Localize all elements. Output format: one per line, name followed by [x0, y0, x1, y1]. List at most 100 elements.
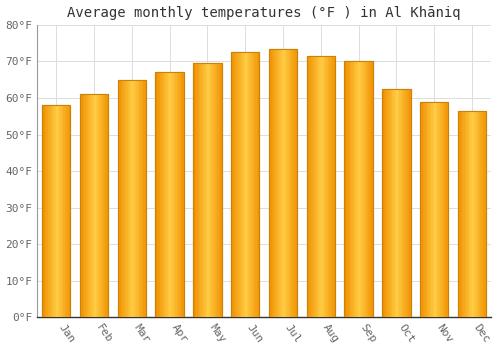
Bar — [306, 56, 335, 317]
Bar — [231, 52, 232, 317]
Bar — [382, 89, 384, 317]
Bar — [140, 80, 142, 317]
Bar — [238, 52, 240, 317]
Bar — [334, 56, 335, 317]
Bar — [406, 89, 407, 317]
Bar — [231, 52, 260, 317]
Bar — [92, 94, 94, 317]
Bar — [408, 89, 409, 317]
Bar — [219, 63, 220, 317]
Bar — [284, 49, 286, 317]
Bar — [318, 56, 320, 317]
Bar — [402, 89, 404, 317]
Bar — [314, 56, 315, 317]
Bar — [465, 111, 466, 317]
Bar — [82, 94, 83, 317]
Bar — [272, 49, 273, 317]
Bar — [164, 72, 166, 317]
Bar — [273, 49, 274, 317]
Bar — [55, 105, 56, 317]
Bar — [287, 49, 288, 317]
Bar — [395, 89, 396, 317]
Bar — [144, 80, 146, 317]
Bar — [484, 111, 486, 317]
Bar — [447, 102, 448, 317]
Bar — [468, 111, 469, 317]
Bar — [444, 102, 446, 317]
Bar — [294, 49, 296, 317]
Bar — [293, 49, 294, 317]
Bar — [346, 62, 347, 317]
Bar — [120, 80, 122, 317]
Bar — [296, 49, 297, 317]
Bar — [398, 89, 399, 317]
Bar — [362, 62, 363, 317]
Bar — [206, 63, 208, 317]
Bar — [274, 49, 276, 317]
Bar — [54, 105, 55, 317]
Bar — [56, 105, 58, 317]
Bar — [50, 105, 52, 317]
Bar — [269, 49, 270, 317]
Bar — [49, 105, 50, 317]
Bar — [212, 63, 213, 317]
Bar — [428, 102, 430, 317]
Bar — [310, 56, 311, 317]
Bar — [290, 49, 292, 317]
Bar — [162, 72, 164, 317]
Bar — [441, 102, 442, 317]
Bar — [370, 62, 372, 317]
Bar — [168, 72, 170, 317]
Bar — [80, 94, 108, 317]
Bar — [400, 89, 402, 317]
Bar — [476, 111, 478, 317]
Bar — [427, 102, 428, 317]
Bar — [385, 89, 386, 317]
Bar — [234, 52, 235, 317]
Bar — [246, 52, 248, 317]
Bar — [269, 49, 297, 317]
Bar — [167, 72, 168, 317]
Bar — [344, 62, 346, 317]
Bar — [286, 49, 287, 317]
Bar — [390, 89, 392, 317]
Bar — [86, 94, 87, 317]
Bar — [389, 89, 390, 317]
Bar — [278, 49, 280, 317]
Bar — [438, 102, 440, 317]
Bar — [353, 62, 354, 317]
Bar — [244, 52, 245, 317]
Bar — [292, 49, 293, 317]
Bar — [348, 62, 350, 317]
Bar — [118, 80, 119, 317]
Bar — [250, 52, 251, 317]
Bar — [136, 80, 138, 317]
Bar — [213, 63, 214, 317]
Bar — [90, 94, 92, 317]
Bar — [392, 89, 394, 317]
Bar — [458, 111, 459, 317]
Bar — [180, 72, 181, 317]
Bar — [280, 49, 281, 317]
Bar — [102, 94, 104, 317]
Bar — [320, 56, 321, 317]
Bar — [469, 111, 470, 317]
Bar — [216, 63, 218, 317]
Bar — [101, 94, 102, 317]
Bar — [315, 56, 316, 317]
Bar — [312, 56, 314, 317]
Bar — [399, 89, 400, 317]
Bar — [384, 89, 385, 317]
Bar — [208, 63, 209, 317]
Bar — [396, 89, 398, 317]
Bar — [166, 72, 167, 317]
Bar — [321, 56, 322, 317]
Bar — [474, 111, 476, 317]
Bar — [59, 105, 60, 317]
Bar — [311, 56, 312, 317]
Bar — [464, 111, 465, 317]
Bar — [107, 94, 108, 317]
Bar — [251, 52, 252, 317]
Bar — [344, 62, 372, 317]
Bar — [126, 80, 128, 317]
